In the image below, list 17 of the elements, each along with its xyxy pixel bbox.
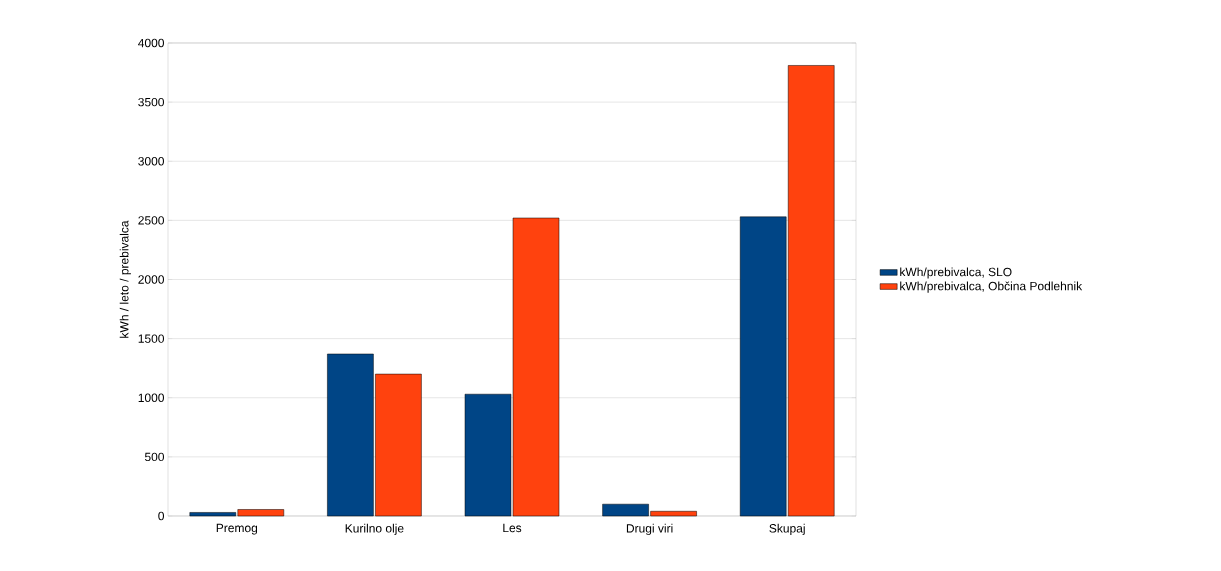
- y-tick-label: 3000: [138, 157, 164, 166]
- y-tick-label: 2000: [138, 275, 164, 284]
- y-tick-label: 0: [158, 511, 165, 521]
- x-tick-label: Les: [503, 523, 522, 533]
- x-tick-label: Kurilno olje: [345, 523, 404, 535]
- y-tick-label: 1000: [138, 393, 164, 402]
- legend-label: kWh/prebivalca, SLO: [900, 267, 1012, 279]
- x-tick-label: Drugi viri: [626, 523, 673, 535]
- y-tick-label: 4000: [138, 38, 164, 48]
- legend-label: kWh/prebivalca, Občina Podlehnik: [900, 281, 1083, 293]
- y-tick-label: 3500: [138, 97, 164, 107]
- y-tick-label: 2500: [138, 216, 164, 225]
- y-tick-label: 500: [144, 452, 164, 462]
- y-tick-label: 1500: [138, 334, 164, 343]
- y-axis-title: kWh / leto / prebivalca: [119, 220, 131, 338]
- x-tick-label: Skupaj: [769, 523, 805, 535]
- x-tick-label: Premog: [216, 523, 258, 535]
